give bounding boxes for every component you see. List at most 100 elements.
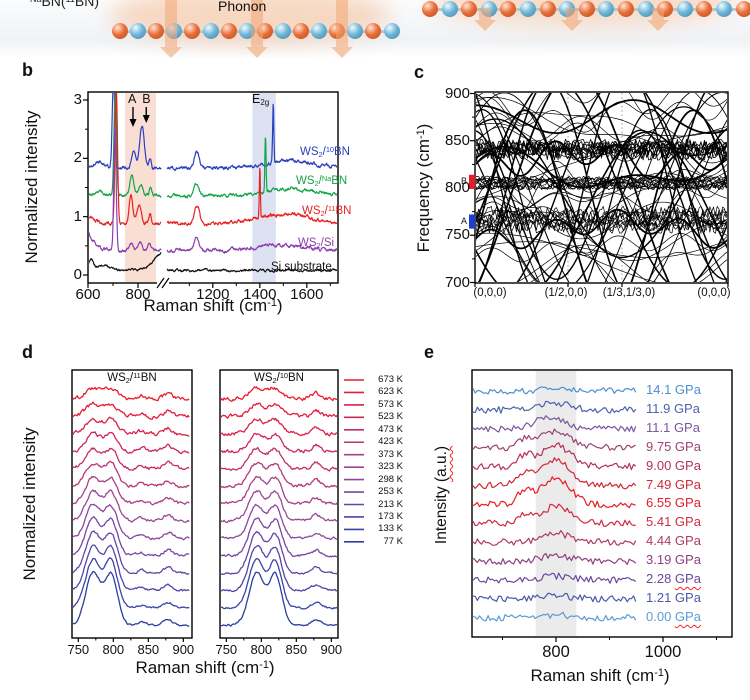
panel-letter-d: d — [22, 342, 33, 362]
panel-b-series-label: WS2/11BN — [302, 203, 352, 219]
panel-e-pressure-label: 11.1 GPa — [646, 419, 700, 435]
panel-b-ytick: 1 — [73, 207, 82, 225]
panel-letter-c: c — [414, 62, 425, 82]
boron-atom — [184, 23, 201, 39]
panel-d-frame-1 — [219, 369, 339, 639]
panel-c-marker-label-A: A — [461, 215, 468, 226]
phonon-arrow-icon — [330, 0, 354, 58]
panel-c-ytick: 850 — [444, 131, 470, 149]
nitrogen-atom — [202, 23, 219, 39]
panel-e-pressure-label: 1.21 GPa — [646, 589, 701, 605]
panel-b-ytick: 2 — [73, 149, 82, 167]
panel-c-marker-B — [469, 174, 475, 189]
nitrogen-atom — [598, 1, 615, 17]
panel-d-legend-label: 473 K — [378, 423, 403, 435]
panel-e-band — [535, 371, 577, 636]
panel-e-pressure-label: 6.55 GPa — [646, 495, 701, 511]
panel-e-pressure-label: 14.1 GPa — [646, 382, 701, 397]
panel-e-pressure-label: 11.9 GPa — [646, 400, 700, 416]
panel-e-pressure-label: 9.00 GPa — [646, 457, 701, 473]
panel-d-legend-label: 298 K — [378, 473, 403, 485]
panel-c-ylabel: Frequency (cm-1) — [414, 123, 433, 253]
panel-c-xtick: (0,0,0) — [697, 287, 731, 299]
panel-d-legend-label: 423 K — [378, 436, 403, 448]
panel-d-legend-label: 523 K — [378, 411, 403, 423]
phonon-arrow-icon — [159, 0, 183, 58]
panel-b-series-label: WS2/10BN — [300, 144, 350, 160]
phonon-arrow-icon — [560, 8, 584, 31]
boron-atom — [461, 1, 478, 17]
nitrogen-atom — [637, 1, 654, 17]
panel-c-xtick: (1/3,1/3,0) — [602, 287, 656, 299]
nitrogen-atom — [383, 23, 400, 39]
panel-e-ylabel-text: Intensity — [433, 482, 450, 545]
panel-b-series-label: WS2/Si — [298, 237, 335, 251]
panel-e-pressure-label: 3.19 GPa — [646, 552, 701, 568]
panel-d-xlabel: Raman shift (cm-1) — [135, 658, 275, 677]
panel-d-xtick: 800 — [102, 642, 125, 657]
panel-b-ytick: 0 — [73, 266, 82, 283]
panel-d-legend-label: 623 K — [378, 386, 403, 398]
panel-e-pressure-label: 7.49 GPa — [646, 476, 701, 492]
boron-atom — [112, 23, 128, 39]
phonon-arrow-icon — [245, 0, 269, 58]
panel-b-xtick: 1200 — [196, 286, 230, 303]
boron-atom — [365, 23, 382, 39]
panel-e-xlabel: Raman shift (cm-1) — [530, 666, 670, 685]
panel-a-material-label: NaBN(11BN) — [30, 0, 99, 9]
panel-c-xtick: (0,0,0) — [473, 287, 507, 299]
panel-letter-e: e — [424, 342, 435, 362]
phonon-label: Phonon — [218, 0, 267, 14]
panel-e-xtick: 800 — [542, 643, 570, 661]
phonon-arrow-icon — [646, 8, 670, 31]
panel-d-legend-label: 133 K — [378, 523, 403, 535]
panel-d-legend-label: 323 K — [378, 461, 403, 473]
panel-e-frame — [471, 369, 733, 638]
panel-b-series-label: Si substrate — [271, 261, 332, 273]
panel-b-annotation-A: A — [128, 92, 137, 106]
panel-letter-b: b — [22, 60, 33, 80]
panel-c-xtick: (1/2,0,0) — [544, 287, 588, 299]
boron-atom — [539, 1, 556, 17]
panel-d-xtick: 900 — [172, 642, 195, 657]
boron-atom — [735, 1, 750, 17]
panel-e-pressure-label: 2.28 GPa — [646, 571, 701, 586]
panel-d-xtick: 750 — [67, 642, 90, 657]
panel-c-marker-A — [469, 214, 475, 229]
boron-atom — [578, 1, 595, 17]
phonon-arrow-icon — [473, 8, 497, 31]
panel-b-ylabel: Normalized intensity — [22, 110, 41, 264]
panel-d-ylabel: Normalized intensity — [20, 427, 39, 581]
panel-c-ytick: 750 — [444, 226, 470, 244]
panel-b-ytick: 3 — [73, 91, 82, 108]
nitrogen-atom — [676, 1, 693, 17]
panel-c-ytick: 800 — [444, 179, 470, 196]
panel-d-xtick: 850 — [285, 642, 308, 657]
nitrogen-atom — [311, 23, 328, 39]
panel-d-xtick: 750 — [215, 642, 238, 657]
panel-c-ytick: 700 — [444, 273, 470, 291]
panel-b-annotation-B: B — [142, 92, 151, 106]
panel-d-legend-label: 673 K — [378, 374, 403, 385]
panel-d-legend-label: 373 K — [378, 448, 403, 460]
panel-d-xtick: 800 — [250, 642, 273, 657]
panel-d-legend-label: 173 K — [378, 510, 403, 522]
panel-b-xtick: 1600 — [290, 286, 324, 303]
panel-e-ylabel: Intensity (a.u.) — [433, 446, 451, 544]
panel-b-xlabel: Raman shift (cm-1) — [143, 296, 283, 315]
panel-d-legend-label: 573 K — [378, 398, 403, 410]
boron-atom — [422, 1, 438, 17]
panel-e-pressure-label: 0.00 GPa — [646, 608, 701, 624]
panel-d-legend-label: 253 K — [378, 486, 403, 498]
panel-e-pressure-label: 4.44 GPa — [646, 533, 701, 549]
panel-d-legend-label: 213 K — [378, 498, 403, 510]
nitrogen-atom — [238, 23, 255, 39]
panel-d-subtitle-1: WS2/10BN — [254, 370, 304, 386]
panel-d-subtitle-0: WS2/11BN — [107, 370, 157, 386]
panel-a-strip: NaBN(11BN) Phonon — [0, 0, 750, 58]
panel-d-legend-label: 77 K — [383, 535, 403, 547]
nitrogen-atom — [441, 1, 458, 17]
panel-b-xtick: 800 — [125, 286, 151, 303]
